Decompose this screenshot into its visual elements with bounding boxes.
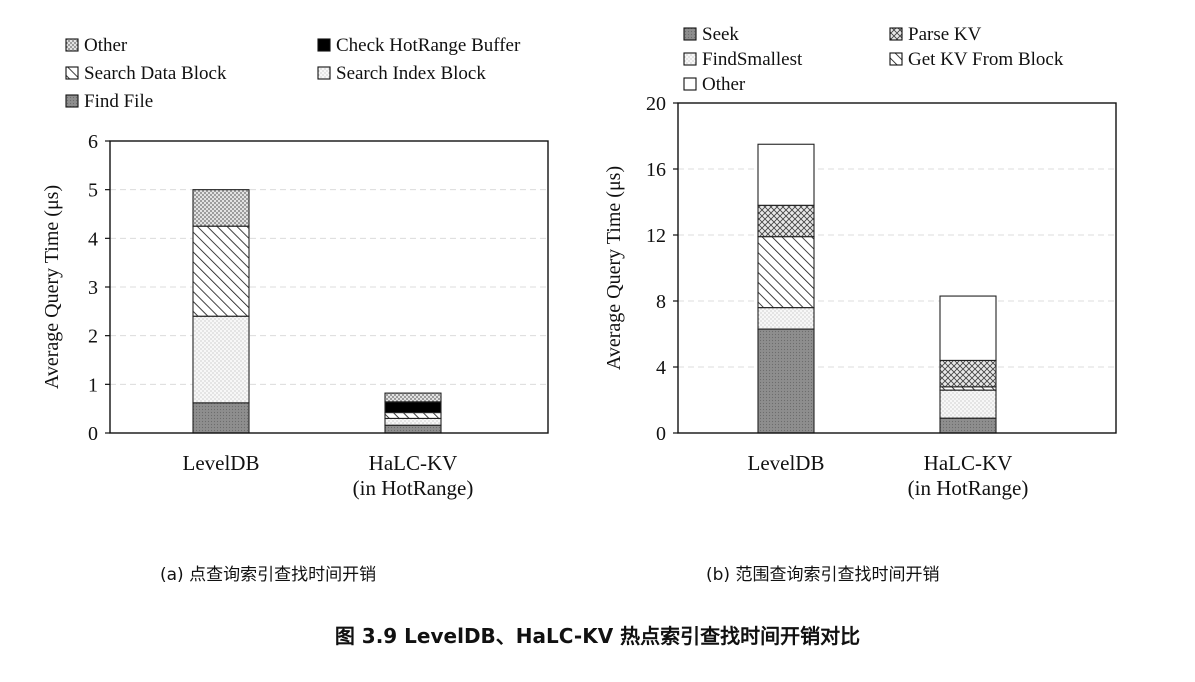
bar-segment-other-2 [939, 295, 997, 361]
legend-swatch-other [65, 38, 79, 52]
bar-segment-search-index-block-2 [384, 417, 442, 426]
legend-swatch-parse-kv [889, 27, 903, 41]
bar-segment-other-2 [384, 392, 442, 403]
legend-swatch-seek [683, 27, 697, 41]
bar-segment-search-data-block-2 [384, 412, 442, 419]
caption-b: (b) 范围查询索引查找时间开销 [706, 565, 940, 585]
bar-segment-search-index-block-1 [192, 315, 250, 404]
chart-a: 0 1 2 3 4 5 6 Average Query Time (μs) LevelDB HaL… [41, 35, 549, 500]
bar-segment-search-data-block-1 [192, 225, 250, 317]
bar-segment-findsmallest-1 [757, 307, 815, 330]
category-label-2: HaLC-KV (in HotRange) [353, 451, 474, 500]
category-label-line: HaLC-KV [924, 451, 1013, 475]
bar-segment-parse-kv-1 [757, 204, 815, 238]
bar-segment-find-file-2 [384, 424, 442, 434]
category-label-1: LevelDB [748, 451, 825, 475]
bar-segment-other-1 [192, 189, 250, 227]
bar-segment-seek-1 [757, 328, 815, 434]
y-tick-label: 12 [646, 225, 666, 247]
legend-swatch-search-data-block [65, 66, 79, 80]
category-label-line: LevelDB [748, 451, 825, 475]
category-label-1: LevelDB [183, 451, 260, 475]
legend-label-check-hotrange-buffer: Check HotRange Buffer [336, 35, 521, 56]
category-label-line: HaLC-KV [369, 451, 458, 475]
legend-swatch-search-index-block [317, 66, 331, 80]
y-tick-label: 0 [656, 423, 666, 445]
legend-label-search-index-block: Search Index Block [336, 63, 486, 84]
y-axis-label: Average Query Time (μs) [603, 166, 625, 370]
chart-b: 0 4 8 12 16 20 Average Query Time (μs) LevelDB H… [603, 24, 1117, 500]
legend-label-search-data-block: Search Data Block [84, 63, 227, 84]
bar-segment-other-1 [757, 143, 815, 206]
y-tick-label: 20 [646, 93, 666, 115]
bar-segment-get-kv-from-block-1 [757, 236, 815, 309]
y-tick-label: 5 [88, 180, 98, 202]
category-label-line: (in HotRange) [908, 476, 1029, 500]
y-tick-label: 4 [656, 357, 666, 379]
bar-segment-parse-kv-2 [939, 359, 997, 388]
legend-swatch-other [683, 77, 697, 91]
category-label-2: HaLC-KV (in HotRange) [908, 451, 1029, 500]
y-tick-label: 4 [88, 228, 98, 250]
y-tick-label: 2 [88, 326, 98, 348]
y-tick-label: 1 [88, 374, 98, 396]
bar-segment-seek-2 [939, 417, 997, 434]
y-tick-label: 8 [656, 291, 666, 313]
bar-segment-check-hotrange-buffer-2 [384, 401, 442, 414]
y-tick-label: 6 [88, 131, 98, 153]
y-axis-label: Average Query Time (μs) [41, 185, 63, 389]
legend-swatch-get-kv-from-block [889, 52, 903, 66]
figure-title: 图 3.9 LevelDB、HaLC-KV 热点索引查找时间开销对比 [334, 624, 861, 648]
legend-swatch-check-hotrange-buffer [317, 38, 331, 52]
y-tick-label: 3 [88, 277, 98, 299]
legend-label-find-file: Find File [84, 91, 153, 112]
bar-segment-find-file-1 [192, 402, 250, 434]
legend-label-parse-kv: Parse KV [908, 24, 982, 45]
legend-label-seek: Seek [702, 24, 739, 45]
y-tick-label: 0 [88, 423, 98, 445]
legend-label-get-kv-from-block: Get KV From Block [908, 49, 1064, 70]
category-label-line: LevelDB [183, 451, 260, 475]
caption-a: (a) 点查询索引查找时间开销 [160, 565, 377, 585]
legend-label-findsmallest: FindSmallest [702, 49, 803, 70]
bar-segment-findsmallest-2 [939, 389, 997, 419]
legend-label-other: Other [84, 35, 128, 56]
legend-swatch-findsmallest [683, 52, 697, 66]
y-tick-label: 16 [646, 159, 666, 181]
legend-swatch-find-file [65, 94, 79, 108]
category-label-line: (in HotRange) [353, 476, 474, 500]
legend-label-other: Other [702, 74, 746, 95]
plot-frame [677, 102, 1117, 434]
